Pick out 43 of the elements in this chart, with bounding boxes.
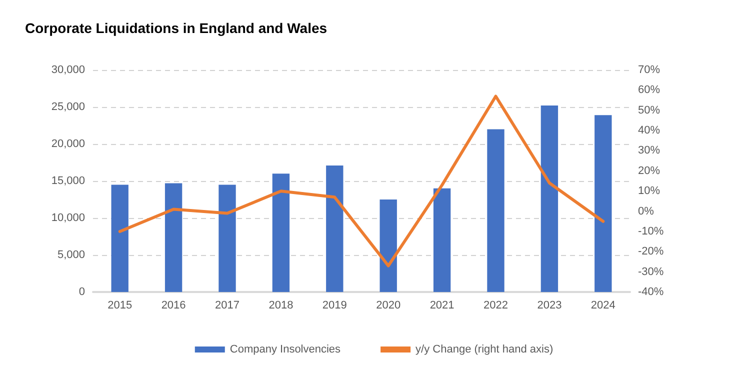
y2-tick-label: -10%	[638, 225, 664, 238]
bar	[111, 184, 128, 292]
x-tick-label: 2024	[590, 300, 616, 312]
y-tick-label: 15,000	[51, 175, 85, 187]
y2-tick-label: 20%	[638, 164, 660, 177]
legend-label: Company Insolvencies	[230, 344, 342, 356]
y2-tick-label: 50%	[638, 104, 660, 116]
bar	[487, 129, 504, 292]
x-tick-label: 2021	[430, 300, 454, 312]
bar	[380, 200, 397, 292]
x-tick-label: 2016	[161, 300, 186, 312]
chart-title: Corporate Liquidations in England and Wales	[25, 20, 328, 36]
bar	[272, 174, 290, 292]
bar	[594, 115, 612, 292]
y2-tick-label: 60%	[638, 84, 660, 96]
y2-tick-label: 40%	[638, 124, 660, 137]
y2-tick-label: 70%	[638, 64, 660, 76]
bar	[326, 165, 344, 292]
x-tick-label: 2020	[376, 300, 401, 312]
y2-tick-label: -40%	[638, 286, 664, 298]
legend-label: y/y Change (right hand axis)	[416, 344, 554, 356]
y-tick-label: 5,000	[57, 249, 85, 261]
y-tick-label: 20,000	[51, 138, 85, 150]
bar	[164, 183, 182, 292]
bar	[218, 184, 236, 292]
y-tick-label: 25,000	[51, 101, 85, 113]
y2-tick-label: 30%	[638, 144, 660, 157]
x-tick-label: 2015	[108, 300, 132, 312]
y-tick-label: 30,000	[51, 64, 85, 76]
x-tick-label: 2023	[537, 300, 562, 312]
x-tick-label: 2018	[268, 300, 294, 312]
x-tick-label: 2019	[322, 300, 347, 312]
y-tick-label: 10,000	[51, 212, 85, 224]
y2-tick-label: -20%	[638, 246, 664, 258]
x-tick-label: 2017	[215, 300, 240, 312]
x-tick-label: 2022	[484, 300, 508, 312]
y2-tick-label: 0%	[638, 205, 654, 218]
y2-tick-label: -30%	[638, 266, 664, 278]
line-series	[118, 94, 605, 268]
y-tick-label: 0	[78, 286, 85, 298]
bar	[540, 106, 558, 292]
bar	[433, 188, 451, 292]
y2-tick-label: 10%	[638, 185, 660, 198]
